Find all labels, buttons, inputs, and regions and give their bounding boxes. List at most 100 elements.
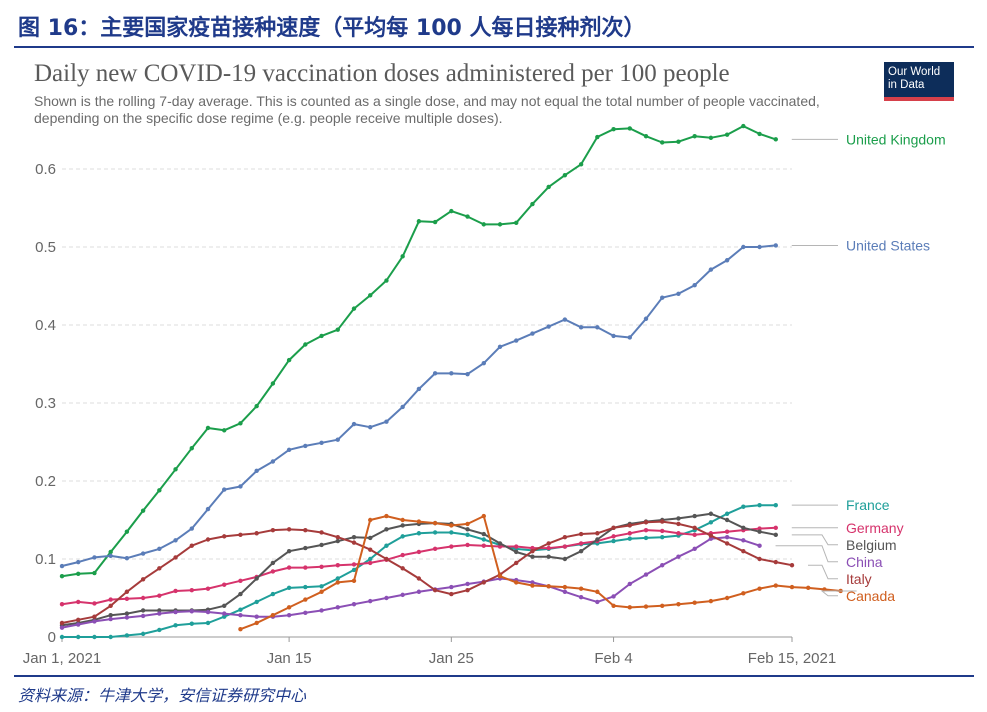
data-point: [254, 531, 259, 536]
data-point: [189, 543, 194, 548]
series-line-canada: [240, 515, 841, 631]
data-point: [449, 530, 454, 535]
data-point: [270, 612, 276, 618]
data-point: [562, 584, 568, 590]
data-point: [157, 566, 162, 571]
data-point: [368, 556, 373, 562]
data-point: [238, 421, 243, 426]
data-point: [741, 525, 746, 530]
data-point: [205, 425, 211, 431]
data-point: [222, 603, 227, 608]
data-point: [222, 534, 227, 539]
logo-bar: [884, 97, 954, 101]
data-point: [124, 589, 130, 594]
data-point: [627, 126, 632, 131]
legend-label: China: [846, 554, 883, 570]
data-point: [238, 532, 243, 538]
data-point: [708, 598, 714, 604]
series-line-united-kingdom: [61, 125, 777, 578]
data-point: [578, 595, 584, 600]
data-point: [627, 581, 632, 587]
data-point: [514, 220, 519, 226]
data-point: [335, 576, 340, 581]
data-point: [514, 338, 519, 343]
data-point: [124, 556, 130, 561]
data-point: [757, 556, 762, 562]
data-point: [319, 584, 324, 589]
footer-rule: [14, 675, 974, 677]
y-tick-label: 0: [48, 629, 56, 646]
data-point: [773, 532, 778, 538]
data-point: [92, 634, 97, 640]
data-point: [692, 532, 697, 538]
data-point: [254, 468, 259, 474]
data-point: [773, 243, 778, 248]
data-point: [773, 583, 778, 588]
data-point: [238, 591, 243, 597]
data-point: [660, 534, 665, 540]
legend-label: Belgium: [846, 537, 897, 553]
data-point: [676, 602, 681, 607]
data-point: [254, 599, 259, 605]
data-point: [432, 530, 438, 535]
data-point: [611, 333, 616, 339]
data-point: [660, 140, 665, 145]
legend-leader: [820, 590, 857, 597]
data-point: [660, 603, 665, 608]
data-point: [400, 523, 405, 528]
data-point: [351, 534, 357, 540]
data-point: [595, 537, 600, 542]
data-point: [449, 523, 454, 528]
data-point: [303, 527, 308, 533]
data-point: [351, 567, 357, 573]
data-point: [724, 511, 730, 516]
y-tick-label: 0.1: [35, 551, 56, 568]
data-point: [578, 586, 584, 591]
data-point: [222, 582, 227, 587]
data-point: [530, 331, 535, 336]
data-point: [108, 549, 113, 555]
data-point: [660, 519, 665, 524]
data-point: [741, 244, 746, 250]
figure-header: 图 16：主要国家疫苗接种速度（平均每 100 人每日接种剂次）: [14, 6, 974, 48]
data-point: [708, 267, 714, 272]
data-point: [514, 560, 519, 566]
data-point: [319, 440, 324, 445]
data-point: [173, 623, 178, 628]
data-point: [205, 620, 211, 626]
data-point: [432, 371, 438, 376]
data-point: [400, 517, 405, 523]
y-tick-label: 0.6: [35, 161, 56, 178]
data-point: [400, 552, 405, 558]
data-point: [611, 603, 616, 608]
data-point: [368, 560, 373, 566]
data-point: [724, 258, 730, 263]
data-point: [627, 536, 632, 541]
data-point: [205, 609, 211, 615]
data-point: [416, 589, 422, 594]
data-point: [319, 608, 324, 613]
data-point: [157, 593, 162, 598]
data-point: [59, 620, 65, 626]
data-point: [108, 634, 113, 640]
data-point: [465, 214, 470, 219]
data-point: [319, 564, 324, 569]
data-point: [157, 488, 162, 493]
data-point: [627, 335, 632, 340]
logo-line-1: Our World: [888, 66, 941, 78]
data-point: [497, 573, 503, 579]
series-line-united-states: [61, 244, 776, 567]
data-point: [303, 342, 308, 347]
data-point: [611, 594, 616, 599]
data-point: [303, 443, 308, 449]
data-point: [741, 504, 746, 509]
data-point: [497, 344, 503, 350]
owid-logo[interactable]: Our World in Data: [884, 62, 954, 101]
data-point: [222, 487, 227, 492]
data-point: [351, 602, 357, 607]
data-point: [368, 517, 373, 523]
data-point: [481, 531, 486, 537]
data-point: [368, 547, 373, 552]
data-point: [578, 541, 584, 546]
data-point: [384, 543, 389, 548]
